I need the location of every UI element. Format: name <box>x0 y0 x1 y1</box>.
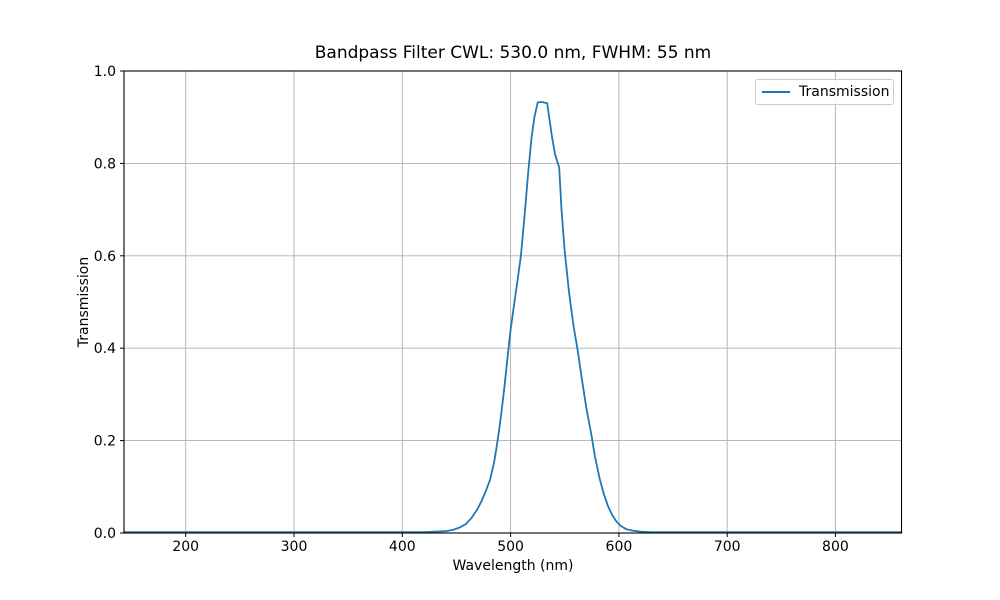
chart-title: Bandpass Filter CWL: 530.0 nm, FWHM: 55 … <box>314 43 712 63</box>
x-tick-label: 700 <box>714 539 741 555</box>
x-tick-label: 200 <box>172 539 199 555</box>
x-tick-label: 800 <box>822 539 849 555</box>
legend-label: Transmission <box>799 84 890 100</box>
x-axis-label: Wavelength (nm) <box>452 558 574 574</box>
x-tick-label: 500 <box>497 539 524 555</box>
y-tick-label: 1.0 <box>94 64 116 80</box>
y-tick-label: 0.2 <box>94 434 116 450</box>
x-tick-label: 300 <box>281 539 308 555</box>
y-axis-label: Transmission <box>76 256 92 348</box>
y-tick-label: 0.8 <box>94 156 116 172</box>
y-tick-label: 0.4 <box>94 341 116 357</box>
x-tick-label: 400 <box>389 539 416 555</box>
legend-line-icon <box>762 91 790 93</box>
legend: Transmission <box>755 79 894 105</box>
y-tick-label: 0.0 <box>94 526 116 542</box>
y-tick-label: 0.6 <box>94 249 116 265</box>
plot-border <box>123 70 903 534</box>
x-tick-label: 600 <box>606 539 633 555</box>
transmission-curve <box>123 101 903 533</box>
